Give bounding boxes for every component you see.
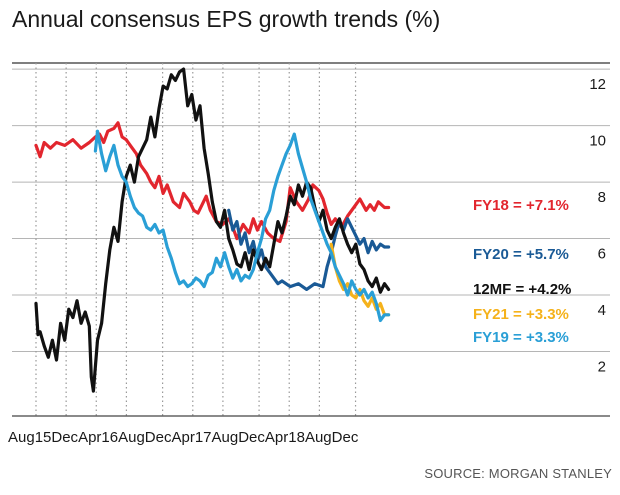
- source-note: SOURCE: MORGAN STANLEY: [424, 466, 612, 481]
- series-line-fy21: [329, 242, 391, 317]
- chart-grid: [12, 62, 610, 417]
- y-tick-label: 6: [598, 246, 606, 263]
- series-line-fy19: [93, 129, 391, 323]
- y-axis-ticks: 2 4 6 8 10 12: [589, 76, 606, 375]
- y-tick-label: 8: [598, 189, 606, 206]
- chart-series-lines: [34, 67, 391, 393]
- x-tick-labels: Aug15DecApr16AugDecApr17AugDecApr18AugDe…: [8, 429, 359, 446]
- x-tick-label: Aug: [305, 429, 332, 446]
- x-axis-ticks: Aug15DecApr16AugDecApr17AugDecApr18AugDe…: [8, 429, 359, 446]
- x-tick-label: Aug15: [8, 429, 51, 446]
- series-label-fy20: FY20 = +5.7%: [473, 246, 569, 263]
- x-tick-label: Apr17: [171, 429, 211, 446]
- x-tick-label: Aug: [212, 429, 239, 446]
- x-tick-label: Dec: [332, 429, 359, 446]
- x-tick-label: Apr18: [265, 429, 305, 446]
- series-label-fy18: FY18 = +7.1%: [473, 197, 569, 214]
- series-label-fy21: FY21 = +3.3%: [473, 306, 569, 323]
- chart-title: Annual consensus EPS growth trends (%): [12, 6, 441, 32]
- y-tick-label: 4: [598, 302, 606, 319]
- series-line-fy20: [227, 208, 391, 291]
- series-labels: FY18 = +7.1% FY20 = +5.7% 12MF = +4.2% FY21…: [473, 197, 571, 346]
- x-tick-label: Dec: [238, 429, 265, 446]
- series-label-12mf: 12MF = +4.2%: [473, 281, 571, 298]
- x-tick-label: Apr16: [78, 429, 118, 446]
- series-line-fy18: [34, 121, 391, 243]
- y-tick-label: 10: [589, 133, 606, 150]
- y-tick-label: 12: [589, 76, 606, 93]
- x-tick-label: Dec: [51, 429, 78, 446]
- series-line-12mf: [34, 67, 391, 393]
- x-tick-label: Dec: [145, 429, 172, 446]
- y-tick-label: 2: [598, 359, 606, 376]
- series-label-fy19: FY19 = +3.3%: [473, 329, 569, 346]
- x-tick-label: Aug: [118, 429, 145, 446]
